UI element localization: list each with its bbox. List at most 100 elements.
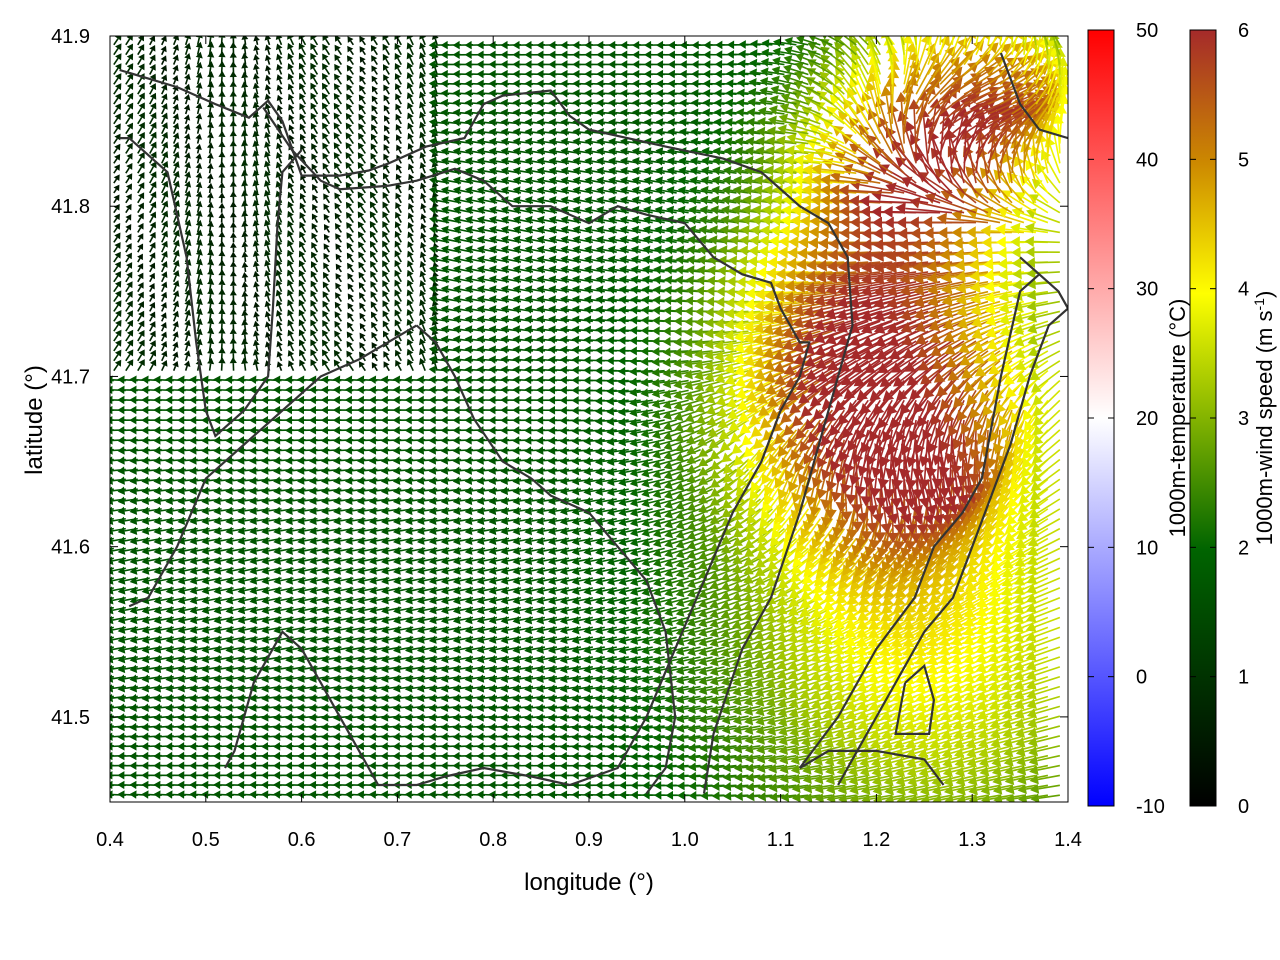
wind-arrow-head bbox=[992, 784, 1003, 795]
wind-arrow-head bbox=[789, 736, 800, 747]
wind-arrow-head bbox=[369, 674, 377, 683]
wind-arrow-shaft bbox=[987, 745, 1013, 754]
wind-arrow-head bbox=[237, 742, 245, 751]
wind-arrow-shaft bbox=[951, 774, 977, 782]
wind-arrow-head bbox=[153, 655, 162, 664]
wind-arrow-head bbox=[721, 705, 731, 715]
wind-arrow-head bbox=[802, 764, 812, 775]
wind-arrow-head bbox=[777, 678, 787, 689]
wind-arrow-head bbox=[464, 780, 472, 790]
wind-arrow-head bbox=[416, 664, 425, 674]
wind-arrow-head bbox=[189, 751, 197, 761]
wind-arrow-head bbox=[165, 684, 173, 693]
wind-arrow-head bbox=[440, 664, 449, 674]
wind-arrow-head bbox=[94, 636, 102, 644]
wind-arrow-head bbox=[225, 693, 233, 703]
wind-arrow-head bbox=[368, 732, 377, 741]
wind-arrow-shaft bbox=[916, 794, 941, 801]
wind-arrow-head bbox=[201, 664, 210, 674]
wind-arrow-head bbox=[1029, 774, 1039, 785]
wind-arrow-head bbox=[792, 792, 801, 802]
wind-arrow-head bbox=[404, 742, 412, 751]
wind-arrow-head bbox=[213, 703, 221, 712]
wind-arrow-shaft bbox=[613, 675, 629, 681]
wind-arrow-head bbox=[165, 693, 173, 703]
wind-arrow-head bbox=[799, 679, 810, 691]
wind-arrow-head bbox=[856, 691, 868, 702]
wind-arrow-head bbox=[979, 756, 990, 768]
wind-arrow-head bbox=[675, 694, 685, 705]
wind-arrow-head bbox=[883, 775, 894, 787]
wind-arrow-head bbox=[500, 684, 509, 693]
wind-arrow-head bbox=[1027, 736, 1038, 747]
wind-arrow-head bbox=[369, 664, 377, 674]
wind-arrow-head bbox=[237, 655, 246, 664]
wind-arrow-head bbox=[261, 780, 269, 790]
wind-arrow-head bbox=[734, 782, 743, 792]
wind-arrow-head bbox=[357, 674, 365, 683]
wind-arrow-head bbox=[94, 596, 102, 604]
wind-arrow-head bbox=[308, 722, 317, 732]
wind-arrow-head bbox=[879, 672, 891, 684]
wind-arrow-head bbox=[110, 780, 113, 790]
wind-arrow-head bbox=[404, 655, 413, 664]
wind-arrow-head bbox=[990, 747, 1001, 758]
wind-arrow-head bbox=[94, 684, 102, 692]
wind-arrow-shaft bbox=[868, 774, 893, 782]
wind-arrow-head bbox=[595, 732, 603, 742]
wind-arrow-head bbox=[284, 751, 293, 761]
wind-arrow-shaft bbox=[578, 695, 593, 700]
wind-arrow-head bbox=[392, 713, 401, 722]
wind-arrow-head bbox=[756, 754, 766, 764]
wind-arrow-head bbox=[356, 780, 364, 790]
wind-arrow-head bbox=[710, 753, 720, 763]
wind-arrow-head bbox=[261, 742, 269, 751]
wind-arrow-shaft bbox=[963, 754, 989, 764]
wind-arrow-head bbox=[849, 793, 859, 802]
wind-arrow-head bbox=[583, 655, 592, 664]
wind-arrow-head bbox=[799, 698, 810, 709]
wind-arrow-head bbox=[745, 772, 755, 783]
wind-arrow-head bbox=[141, 664, 150, 674]
wind-arrow-shaft bbox=[566, 656, 581, 661]
wind-arrow-head bbox=[907, 785, 918, 796]
wind-arrow-head bbox=[285, 790, 293, 799]
wind-arrow-head bbox=[189, 761, 197, 770]
wind-arrow-head bbox=[709, 666, 719, 677]
wind-arrow-head bbox=[653, 704, 662, 714]
wind-arrow-head bbox=[368, 742, 377, 751]
wind-arrow-head bbox=[722, 772, 732, 782]
wind-arrow-shaft bbox=[951, 764, 977, 773]
wind-arrow-shaft bbox=[1011, 735, 1037, 744]
wind-arrow-head bbox=[368, 713, 377, 722]
wind-arrow-head bbox=[249, 693, 257, 703]
wind-arrow-head bbox=[676, 714, 685, 724]
wind-arrow-head bbox=[606, 674, 615, 684]
wind-arrow-head bbox=[931, 785, 942, 796]
wind-arrow-head bbox=[536, 684, 544, 693]
wind-arrow-head bbox=[665, 781, 674, 791]
wind-arrow-head bbox=[201, 703, 209, 712]
wind-arrow-head bbox=[344, 771, 352, 780]
wind-arrow-head bbox=[141, 742, 149, 751]
wind-arrow-head bbox=[536, 664, 544, 674]
wind-arrow-head bbox=[296, 780, 305, 790]
wind-arrow-head bbox=[778, 745, 789, 756]
wind-arrow-head bbox=[320, 722, 329, 732]
wind-arrow-head bbox=[177, 664, 186, 674]
wind-arrow-head bbox=[1026, 708, 1038, 719]
wind-arrow-head bbox=[296, 732, 305, 741]
wind-arrow-head bbox=[768, 782, 778, 793]
wind-arrow-head bbox=[1003, 746, 1014, 758]
wind-arrow-head bbox=[94, 497, 102, 505]
wind-arrow-head bbox=[273, 713, 281, 722]
wind-arrow-head bbox=[630, 723, 638, 733]
wind-arrow-head bbox=[780, 792, 790, 802]
wind-arrow-head bbox=[967, 775, 978, 786]
wind-arrow-head bbox=[607, 790, 615, 800]
wind-arrow-shaft bbox=[566, 695, 581, 700]
wind-arrow-head bbox=[273, 722, 281, 732]
wind-arrow-head bbox=[94, 606, 102, 614]
wind-arrow-head bbox=[976, 690, 988, 702]
wind-arrow-head bbox=[536, 674, 544, 684]
